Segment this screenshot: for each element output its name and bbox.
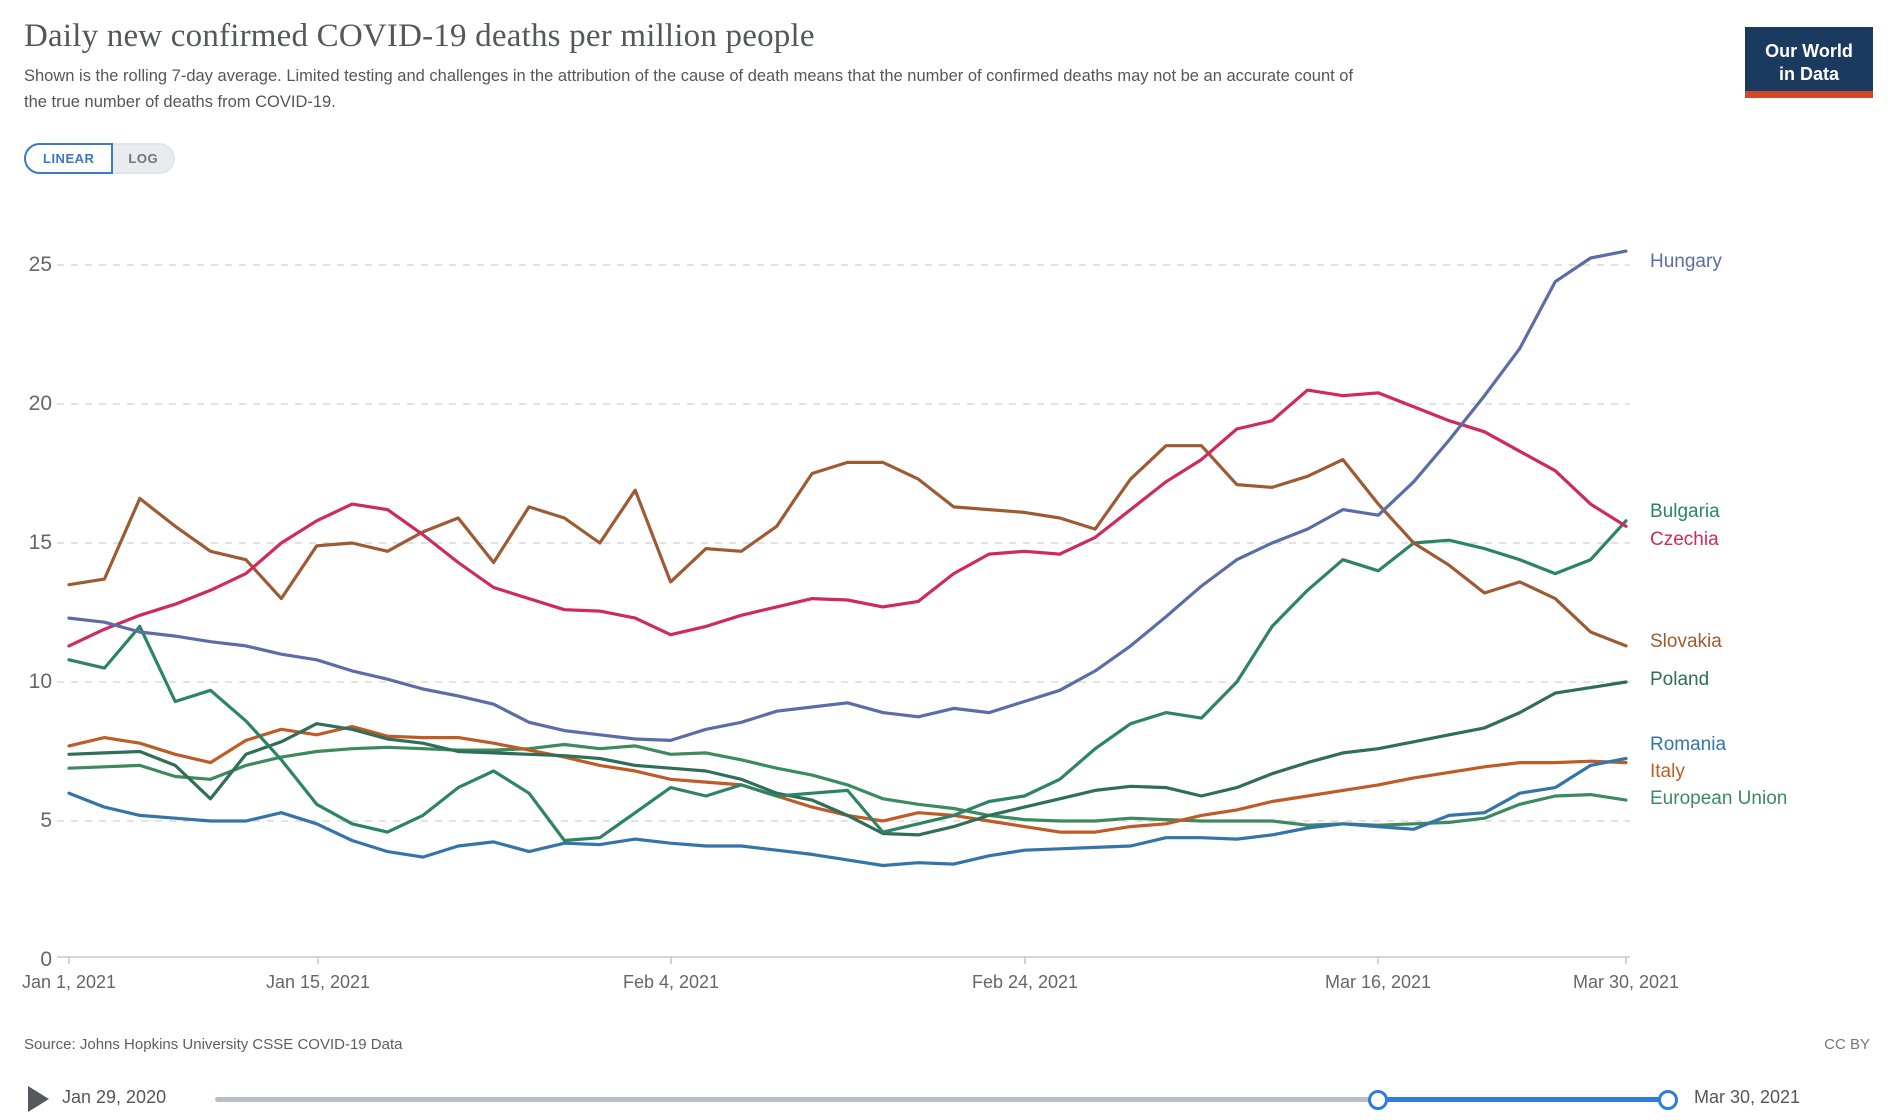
series-label-bulgaria[interactable]: Bulgaria (1650, 501, 1720, 522)
series-label-czechia[interactable]: Czechia (1650, 529, 1719, 550)
x-tick-feb4: Feb 4, 2021 (622, 972, 720, 992)
page-subtitle: Shown is the rolling 7-day average. Limi… (24, 67, 1354, 111)
line-hungary[interactable] (67, 249, 1628, 743)
owid-logo-stripe (1745, 91, 1873, 98)
line-slovakia[interactable] (67, 444, 1628, 648)
linear-button[interactable]: LINEAR (24, 143, 114, 174)
timeline-handle-end[interactable] (1658, 1090, 1678, 1110)
y-tick-5: 5 (40, 809, 52, 832)
x-tick-mar16: Mar 16, 2021 (1324, 972, 1432, 992)
owid-logo[interactable]: Our World in Data (1745, 27, 1873, 98)
line-czechia[interactable] (67, 388, 1628, 648)
timeline-start-date: Jan 29, 2020 (62, 1087, 167, 1107)
timeline-slider-active-range[interactable] (1377, 1097, 1667, 1102)
y-tick-25: 25 (28, 253, 52, 276)
log-button[interactable]: LOG (113, 143, 176, 174)
line-romania[interactable] (67, 756, 1628, 868)
x-tick-feb24: Feb 24, 2021 (971, 972, 1079, 992)
play-icon[interactable] (28, 1086, 49, 1112)
license-link[interactable]: CC BY (1824, 1036, 1870, 1053)
line-poland[interactable] (67, 680, 1628, 837)
y-tick-0: 0 (40, 948, 52, 971)
y-tick-20: 20 (28, 392, 52, 415)
line-bulgaria[interactable] (67, 519, 1628, 843)
series-label-european-union[interactable]: European Union (1650, 788, 1788, 809)
timeline-slider-track[interactable] (215, 1097, 1667, 1102)
y-tick-15: 15 (28, 531, 52, 554)
owid-logo-text: Our World in Data (1765, 41, 1853, 84)
series-label-slovakia[interactable]: Slovakia (1650, 631, 1722, 652)
y-tick-10: 10 (28, 670, 52, 693)
page-title: Daily new confirmed COVID-19 deaths per … (24, 18, 815, 54)
timeline-end-date: Mar 30, 2021 (1694, 1087, 1801, 1107)
series-label-italy[interactable]: Italy (1650, 761, 1685, 782)
x-tick-jan15: Jan 15, 2021 (265, 972, 371, 992)
scale-toggle: LINEAR LOG (24, 143, 176, 174)
x-tick-jan1: Jan 1, 2021 (21, 972, 117, 992)
timeline-handle-start[interactable] (1368, 1090, 1388, 1110)
source-text: Source: Johns Hopkins University CSSE CO… (24, 1036, 403, 1053)
x-tick-mar30: Mar 30, 2021 (1572, 972, 1680, 992)
series-label-poland[interactable]: Poland (1650, 669, 1710, 690)
series-label-hungary[interactable]: Hungary (1650, 251, 1722, 272)
series-label-romania[interactable]: Romania (1650, 734, 1727, 755)
